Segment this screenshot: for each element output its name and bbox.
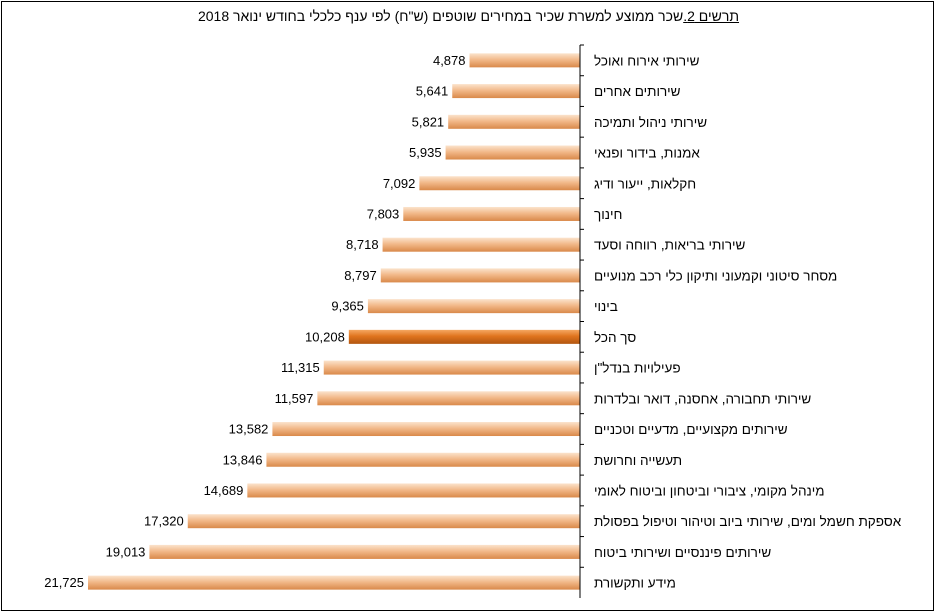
value-label: 8,718 <box>346 237 379 252</box>
value-label: 13,582 <box>229 422 269 437</box>
category-label: שירותי בריאות, רווחה וסעד <box>594 238 746 253</box>
chart-title: תרשים 2.שכר ממוצע למשרת שכיר במחירים שוט… <box>0 8 937 24</box>
category-label: חקלאות, ייעור ודיג <box>594 176 696 191</box>
category-label: בינוי <box>594 299 618 314</box>
category-label: שירותי ניהול ותמיכה <box>594 115 707 130</box>
value-label: 13,846 <box>223 452 263 467</box>
bar <box>445 145 580 160</box>
category-label: חינוך <box>594 207 622 222</box>
value-label: 19,013 <box>106 544 146 559</box>
bar <box>469 53 580 68</box>
bar <box>149 544 580 559</box>
chart-title-prefix: תרשים 2. <box>683 8 740 24</box>
value-label: 10,208 <box>305 329 345 344</box>
category-label: שירותים מקצועיים, מדעיים וטכניים <box>594 422 788 437</box>
bar <box>266 452 580 467</box>
bar <box>380 268 580 283</box>
category-label: שירותי תחבורה, אחסנה, דואר ובלדרות <box>594 391 811 406</box>
category-label: אמנות, בידור ופנאי <box>594 146 700 161</box>
value-label: 5,641 <box>416 84 449 99</box>
value-label: 11,597 <box>275 391 314 406</box>
bar <box>419 176 580 191</box>
category-label: מסחר סיטוני וקמעוני ותיקון כלי רכב מנועי… <box>594 268 837 283</box>
category-label: מידע ותקשורת <box>594 576 676 591</box>
value-label: 11,315 <box>281 360 320 375</box>
bar <box>382 237 580 252</box>
value-label: 5,821 <box>412 114 445 129</box>
category-label: מינהל מקומי, ציבורי וביטחון וביטוח לאומי <box>594 483 825 498</box>
bar <box>448 114 580 129</box>
bar <box>88 575 580 590</box>
bar <box>187 514 581 529</box>
bar <box>272 422 580 437</box>
value-label: 8,797 <box>344 268 377 283</box>
value-label: 4,878 <box>433 53 466 68</box>
category-label: אספקת חשמל ומים, שירותי ביוב וטיהור וטיפ… <box>594 514 902 529</box>
value-label: 5,935 <box>409 145 442 160</box>
bars-group: 4,878 שירותי אירוח ואוכל 5,641 שירותים אחרי… <box>44 44 902 591</box>
bar-total <box>348 329 580 344</box>
bar <box>452 84 580 99</box>
value-label: 9,365 <box>331 299 364 314</box>
value-label: 17,320 <box>144 514 184 529</box>
bar <box>317 391 580 406</box>
value-label: 7,092 <box>383 176 416 191</box>
category-label: פעילויות בנדל"ן <box>594 361 681 376</box>
value-label: 21,725 <box>44 575 84 590</box>
bar <box>367 299 580 314</box>
category-label: תעשייה וחרושת <box>594 453 682 468</box>
category-label: שירותים פיננסיים ושירותי ביטוח <box>594 545 771 560</box>
category-label: סך הכל <box>594 330 636 345</box>
chart-title-text: שכר ממוצע למשרת שכיר במחירים שוטפים (ש"ח… <box>197 8 684 24</box>
category-label: שירותים אחרים <box>594 84 681 99</box>
bar <box>323 360 580 375</box>
category-label: שירותי אירוח ואוכל <box>594 53 700 68</box>
bar <box>403 206 580 221</box>
bar <box>247 483 580 498</box>
value-label: 7,803 <box>367 206 400 221</box>
value-label: 14,689 <box>204 483 244 498</box>
